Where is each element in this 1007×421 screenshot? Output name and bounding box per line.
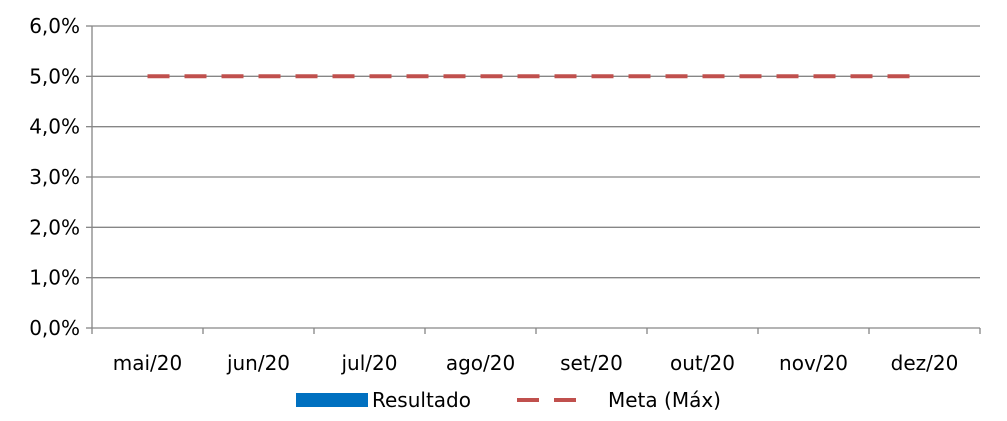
- axes: [86, 25, 981, 334]
- legend-swatch-resultado: [296, 393, 368, 407]
- x-tick-label: mai/20: [113, 351, 182, 375]
- y-tick-label: 6,0%: [29, 14, 80, 38]
- y-tick-label: 0,0%: [29, 316, 80, 340]
- legend-label-resultado: Resultado: [372, 388, 471, 412]
- y-tick-label: 2,0%: [29, 215, 80, 239]
- y-tick-label: 4,0%: [29, 115, 80, 139]
- y-tick-label: 1,0%: [29, 266, 80, 290]
- x-tick-label: jun/20: [226, 351, 290, 375]
- x-tick-label: ago/20: [446, 351, 515, 375]
- y-tick-label: 3,0%: [29, 165, 80, 189]
- x-tick-label: dez/20: [891, 351, 959, 375]
- legend: Resultado Meta (Máx): [296, 388, 721, 412]
- x-tick-label: out/20: [670, 351, 735, 375]
- y-tick-label: 5,0%: [29, 64, 80, 88]
- tick-labels: 0,0% 1,0% 2,0% 3,0% 4,0% 5,0% 6,0% mai/20 jun/20…: [29, 14, 958, 375]
- legend-label-meta-max: Meta (Máx): [608, 388, 721, 412]
- x-tick-label: set/20: [560, 351, 623, 375]
- x-tick-label: jul/20: [341, 351, 398, 375]
- gridlines: [92, 25, 980, 279]
- x-tick-label: nov/20: [779, 351, 848, 375]
